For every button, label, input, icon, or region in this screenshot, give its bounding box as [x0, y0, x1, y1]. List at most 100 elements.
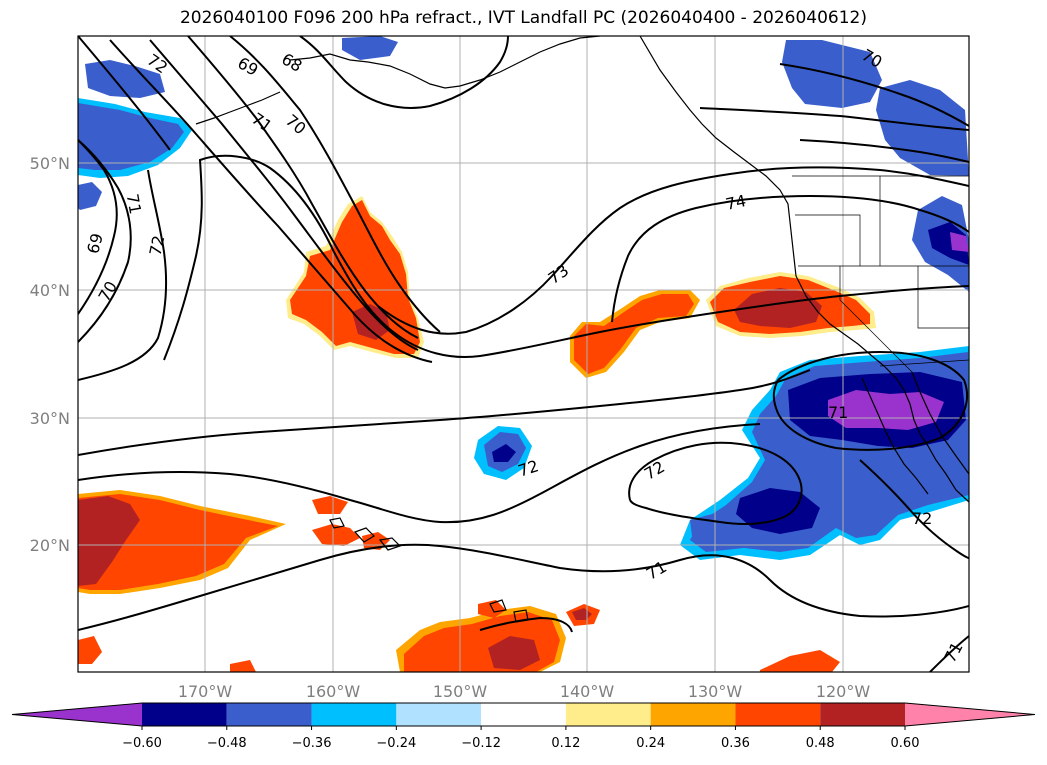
neg-patch-hawaii-north-dark	[492, 444, 516, 462]
border-california-nevada	[839, 266, 913, 373]
colorbar-tick-label: −0.60	[122, 736, 162, 751]
colorbar-tick-label: 0.24	[636, 736, 665, 751]
contour-73	[377, 166, 969, 335]
coast-hawaii-3	[329, 517, 345, 529]
contour-label-10: 74	[724, 191, 748, 214]
pos-patch-south-central-dark	[488, 636, 540, 670]
pos-patch-bottom-left	[230, 660, 256, 672]
neg-patch-ne-3-core	[928, 222, 969, 265]
pos-patch-southwest-corner	[78, 636, 102, 664]
coast-british-columbia	[639, 36, 969, 503]
coastlines	[195, 36, 969, 623]
lon-label-140w: 140°W	[560, 682, 615, 701]
contour-70-north	[149, 39, 419, 351]
contour-label-6: 71	[123, 192, 145, 215]
borders	[792, 175, 969, 373]
pos-patch-hawaii-west	[312, 496, 348, 514]
colorbar-extend-low	[12, 703, 142, 726]
latitude-labels: 50°N 40°N 30°N 20°N	[30, 154, 70, 555]
contour-74	[611, 194, 969, 323]
contour-70-west	[78, 139, 132, 343]
contour-71-northeast	[699, 107, 969, 131]
contour-72-ring	[772, 350, 968, 451]
pos-patch-central-core	[352, 304, 390, 340]
lon-label-160w: 160°W	[306, 682, 361, 701]
contour-71-upper	[299, 36, 509, 109]
colorbar-bin-4	[396, 703, 482, 726]
colorbar-tick-label: 0.36	[721, 736, 750, 751]
colorbar-bin-5	[481, 703, 566, 726]
colorbar-bin-1	[142, 703, 227, 726]
colorbar-extend-high	[905, 703, 1035, 726]
coast-islands	[489, 599, 507, 613]
colorbar: −0.60 −0.48 −0.36 −0.24 −0.12 0.12 0.24 0.36 0.4…	[11, 702, 1036, 751]
contour-72-west	[78, 36, 171, 151]
contour-72-ridge	[163, 154, 969, 361]
lat-label-50n: 50°N	[30, 154, 70, 173]
contour-72-south	[859, 459, 969, 559]
colorbar-bin-8	[735, 703, 821, 726]
coast-hawaii-1	[353, 527, 375, 543]
colorbar-bin-3	[311, 703, 397, 726]
contour-71-south	[78, 543, 969, 631]
border-us-mexico	[879, 359, 969, 367]
colorbar-tick-label: −0.12	[461, 736, 501, 751]
contour-label-8: 69	[83, 231, 107, 256]
border-state-4	[917, 266, 969, 329]
lon-label-170w: 170°W	[178, 682, 233, 701]
colorbar-bin-9	[820, 703, 905, 726]
contour-71-subtropic	[78, 423, 761, 524]
neg-patch-alaska	[342, 36, 398, 60]
contour-label-13: 71	[828, 403, 848, 422]
colorbar-tick-label: −0.48	[207, 736, 247, 751]
colorbar-tick-label: 0.48	[806, 736, 835, 751]
coast-gulf-california	[911, 371, 969, 475]
lat-label-40n: 40°N	[30, 281, 70, 300]
coast-alaska	[289, 36, 601, 89]
colorbar-bin-7	[650, 703, 736, 726]
colorbar-tick-label: 0.12	[551, 736, 580, 751]
contour-71-southeast-corner	[929, 635, 969, 672]
positive-ivt-patches	[78, 196, 876, 672]
colorbar-tick-label: 0.60	[891, 736, 920, 751]
contour-72-subtropic	[78, 369, 811, 456]
map-background	[78, 36, 969, 672]
coast-baja	[861, 377, 929, 495]
border-state-1	[795, 214, 861, 266]
contour-72-se-loop	[628, 441, 803, 525]
contour-70-northeast	[779, 63, 969, 127]
map-frame	[77, 35, 970, 673]
neg-patch-west-edge	[78, 182, 102, 210]
neg-patch-ne-3-purple	[950, 232, 969, 252]
neg-patch-southeast-purple	[828, 390, 944, 430]
map-title: 2026040100 F096 200 hPa refract., IVT La…	[179, 8, 867, 28]
contour-label-7: 72	[146, 234, 169, 258]
lon-label-120w: 120°W	[816, 682, 871, 701]
pos-patch-east-west-part-core	[574, 294, 694, 374]
contour-72-northeast	[799, 139, 969, 163]
neg-patch-southeast-lobe	[736, 488, 820, 534]
colorbar-bin-6	[565, 703, 651, 726]
contour-68	[229, 36, 441, 333]
pos-patch-southeast-bottom	[760, 650, 840, 672]
longitude-labels: 170°W 160°W 150°W 140°W 130°W 120°W	[178, 682, 871, 701]
colorbar-tick-label: −0.24	[376, 736, 416, 751]
pos-patch-east-core	[734, 288, 822, 328]
neg-patch-ne-2	[876, 80, 969, 176]
neg-patch-northwest-core	[78, 103, 184, 170]
contour-label-17: 72	[912, 509, 932, 528]
coast-alaska-peninsula	[195, 91, 281, 125]
contour-71-north	[109, 39, 433, 363]
contour-71-bottom	[479, 616, 573, 633]
lat-label-30n: 30°N	[30, 409, 70, 428]
pos-patch-southwest-core	[78, 496, 140, 586]
colorbar-bin-2	[226, 703, 312, 726]
negative-ivt-patches	[78, 36, 969, 560]
contour-69-north	[187, 36, 419, 339]
colorbar-tick-label: −0.36	[292, 736, 332, 751]
contour-72-mid-west	[78, 169, 167, 381]
lon-label-150w: 150°W	[433, 682, 488, 701]
pos-patch-hawaii-mid	[312, 524, 360, 546]
lon-label-130w: 130°W	[688, 682, 743, 701]
